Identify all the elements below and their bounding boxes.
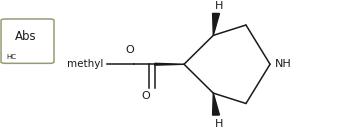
Text: H: H <box>215 119 224 128</box>
Polygon shape <box>155 63 184 65</box>
Text: O: O <box>126 45 135 55</box>
Polygon shape <box>213 93 219 115</box>
Text: NH: NH <box>275 59 292 69</box>
Text: O: O <box>142 91 151 101</box>
Text: HC: HC <box>6 54 16 60</box>
Text: Abs: Abs <box>15 30 36 43</box>
Polygon shape <box>213 13 219 35</box>
Text: H: H <box>215 1 224 11</box>
FancyBboxPatch shape <box>1 19 54 63</box>
Text: methyl: methyl <box>67 59 104 69</box>
